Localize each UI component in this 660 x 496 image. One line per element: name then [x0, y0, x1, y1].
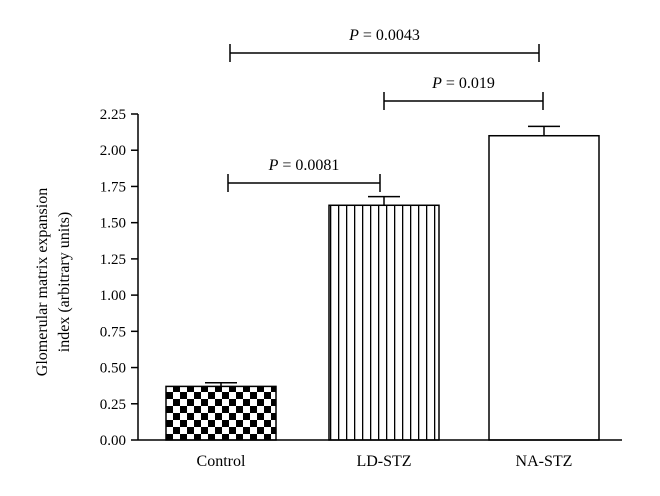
- x-category-label: LD-STZ: [356, 453, 411, 470]
- p-value: = 0.0081: [278, 157, 339, 174]
- y-tick-label: 0.00: [100, 433, 126, 449]
- y-tick-label: 1.75: [100, 179, 126, 195]
- bar-ld-stz: [328, 204, 440, 441]
- p-symbol: P: [348, 27, 359, 44]
- p-value-label: P = 0.019: [431, 75, 495, 92]
- x-category-label: Control: [197, 453, 246, 470]
- y-tick-label: 0.25: [100, 397, 126, 413]
- y-tick-label: 2.25: [100, 107, 126, 123]
- p-symbol: P: [431, 75, 442, 92]
- y-tick-label: 1.00: [100, 288, 126, 304]
- bars: [165, 125, 600, 441]
- p-symbol: P: [268, 157, 279, 174]
- y-tick-label: 1.50: [100, 216, 126, 232]
- p-value: = 0.0043: [359, 27, 420, 44]
- y-axis-title-line2: index (arbitrary units): [56, 212, 73, 352]
- y-axis: 0.00 0.25 0.50 0.75 1.00 1.25 1.50 1.75 2.00 2.25: [100, 107, 139, 449]
- y-tick-label: 0.50: [100, 361, 126, 377]
- bar-na-stz: [488, 134, 600, 441]
- x-category-label: NA-STZ: [516, 453, 573, 470]
- y-tick-label: 0.75: [100, 324, 126, 340]
- p-value-label: P = 0.0081: [268, 157, 340, 174]
- y-tick-label: 1.25: [100, 252, 126, 268]
- y-axis-title-line1: Glomerular matrix expansion: [34, 188, 51, 376]
- p-value-label: P = 0.0043: [348, 27, 420, 44]
- x-axis: Control LD-STZ NA-STZ: [138, 439, 622, 470]
- y-tick-label: 2.00: [100, 143, 126, 159]
- bar-control: [165, 385, 277, 441]
- p-value: = 0.019: [442, 75, 495, 92]
